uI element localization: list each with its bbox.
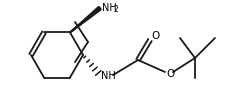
- Text: 2: 2: [114, 6, 119, 14]
- Text: NH: NH: [101, 71, 116, 81]
- Text: O: O: [151, 31, 159, 41]
- Text: NH: NH: [102, 3, 117, 13]
- Text: O: O: [166, 69, 174, 79]
- Polygon shape: [70, 8, 100, 33]
- Polygon shape: [70, 6, 101, 33]
